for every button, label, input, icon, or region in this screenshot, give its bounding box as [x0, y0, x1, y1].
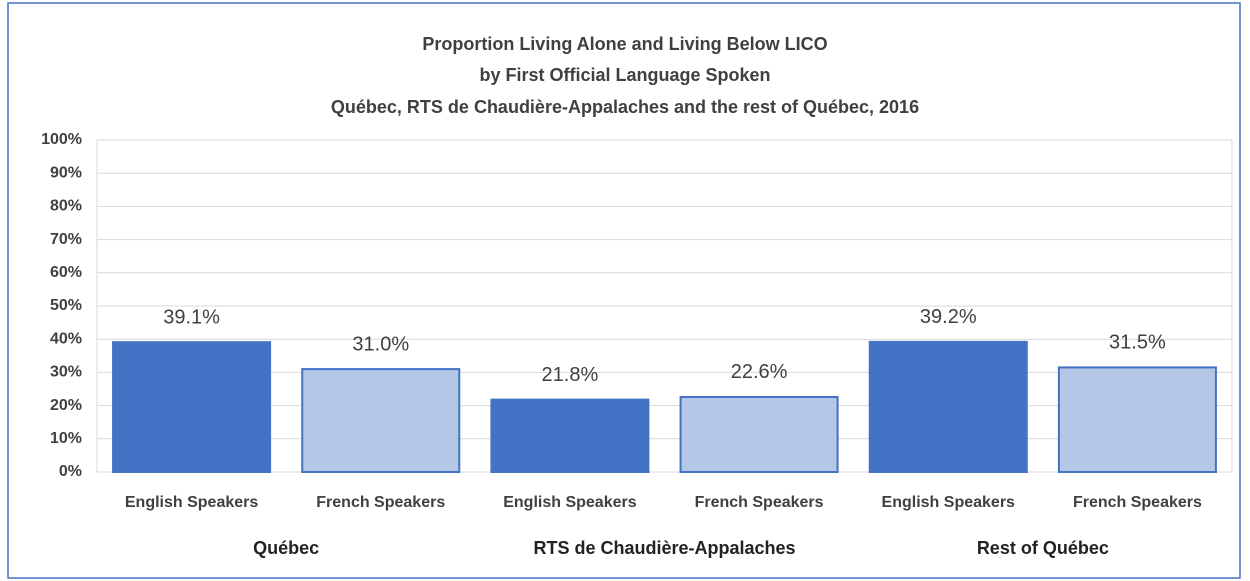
- x-tick-label: French Speakers: [1073, 494, 1202, 511]
- data-label: 39.1%: [163, 306, 220, 328]
- y-tick-label: 100%: [41, 131, 82, 148]
- y-tick-label: 80%: [50, 198, 82, 215]
- x-tick-label: English Speakers: [125, 494, 258, 511]
- y-tick-label: 30%: [50, 364, 82, 381]
- bar: [1057, 366, 1217, 474]
- y-tick-label: 50%: [50, 297, 82, 314]
- bar: [112, 341, 272, 473]
- y-tick-label: 70%: [50, 231, 82, 248]
- x-tick-label: French Speakers: [316, 494, 445, 511]
- bar: [490, 398, 650, 473]
- x-tick-label: English Speakers: [503, 494, 636, 511]
- chart-title: by First Official Language Spoken: [479, 65, 770, 85]
- data-label: 22.6%: [731, 361, 788, 383]
- bar: [868, 340, 1028, 473]
- group-label: Rest of Québec: [977, 538, 1109, 558]
- data-label: 31.5%: [1109, 332, 1166, 354]
- bar: [679, 395, 839, 473]
- data-label: 31.0%: [352, 333, 409, 355]
- data-label: 21.8%: [542, 364, 599, 386]
- y-tick-label: 60%: [50, 264, 82, 281]
- bar: [301, 368, 461, 473]
- chart-frame: [7, 2, 1241, 579]
- group-label: Québec: [253, 538, 319, 558]
- chart-title: Québec, RTS de Chaudière-Appalaches and …: [331, 97, 919, 117]
- y-tick-label: 40%: [50, 330, 82, 347]
- data-label: 39.2%: [920, 306, 977, 328]
- y-tick-label: 90%: [50, 164, 82, 181]
- y-tick-label: 10%: [50, 430, 82, 447]
- chart-title: Proportion Living Alone and Living Below…: [422, 34, 827, 54]
- group-label: RTS de Chaudière-Appalaches: [533, 538, 795, 558]
- y-tick-label: 20%: [50, 397, 82, 414]
- x-tick-label: French Speakers: [695, 494, 824, 511]
- x-tick-label: English Speakers: [882, 494, 1015, 511]
- y-tick-label: 0%: [59, 463, 82, 480]
